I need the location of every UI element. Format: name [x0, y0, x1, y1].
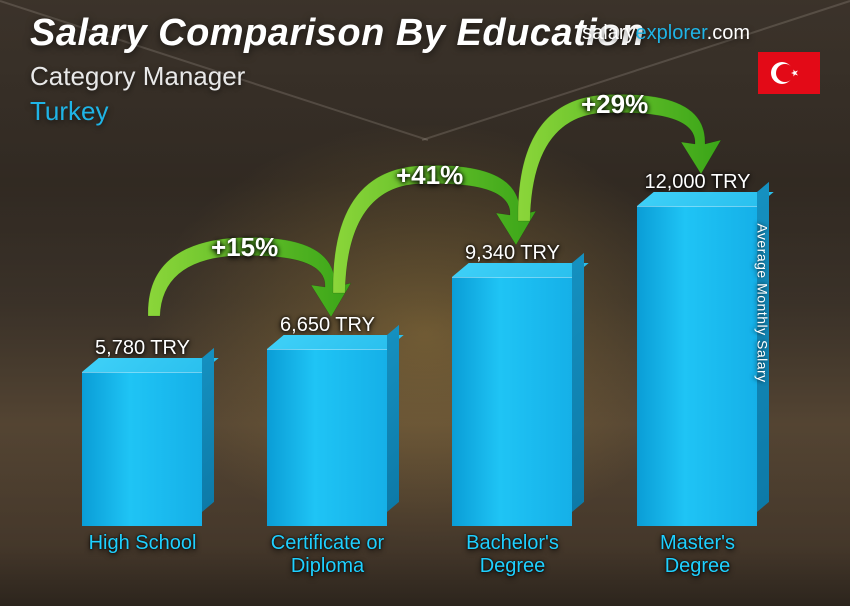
- brand-suffix: .com: [707, 22, 750, 44]
- brand-prefix: salary: [582, 22, 635, 44]
- bar-label: Bachelor'sDegree: [431, 532, 594, 578]
- increase-pct: +15%: [211, 232, 278, 263]
- y-axis-label: Average Monthly Salary: [754, 223, 770, 382]
- chart-country: Turkey: [30, 96, 820, 127]
- bar-3d: [82, 372, 202, 526]
- bar-label: High School: [61, 532, 224, 578]
- brand-accent: explorer: [636, 22, 707, 44]
- labels-container: High School Certificate orDiploma Bachelor…: [50, 532, 790, 578]
- bar-label: Certificate orDiploma: [246, 532, 409, 578]
- brand-logo: salaryexplorer.com: [582, 22, 750, 45]
- bar-3d: [267, 349, 387, 526]
- chart-subtitle: Category Manager: [30, 61, 820, 92]
- increase-pct: +41%: [396, 160, 463, 191]
- bar-label: Master'sDegree: [616, 532, 779, 578]
- flag-icon: [758, 52, 820, 94]
